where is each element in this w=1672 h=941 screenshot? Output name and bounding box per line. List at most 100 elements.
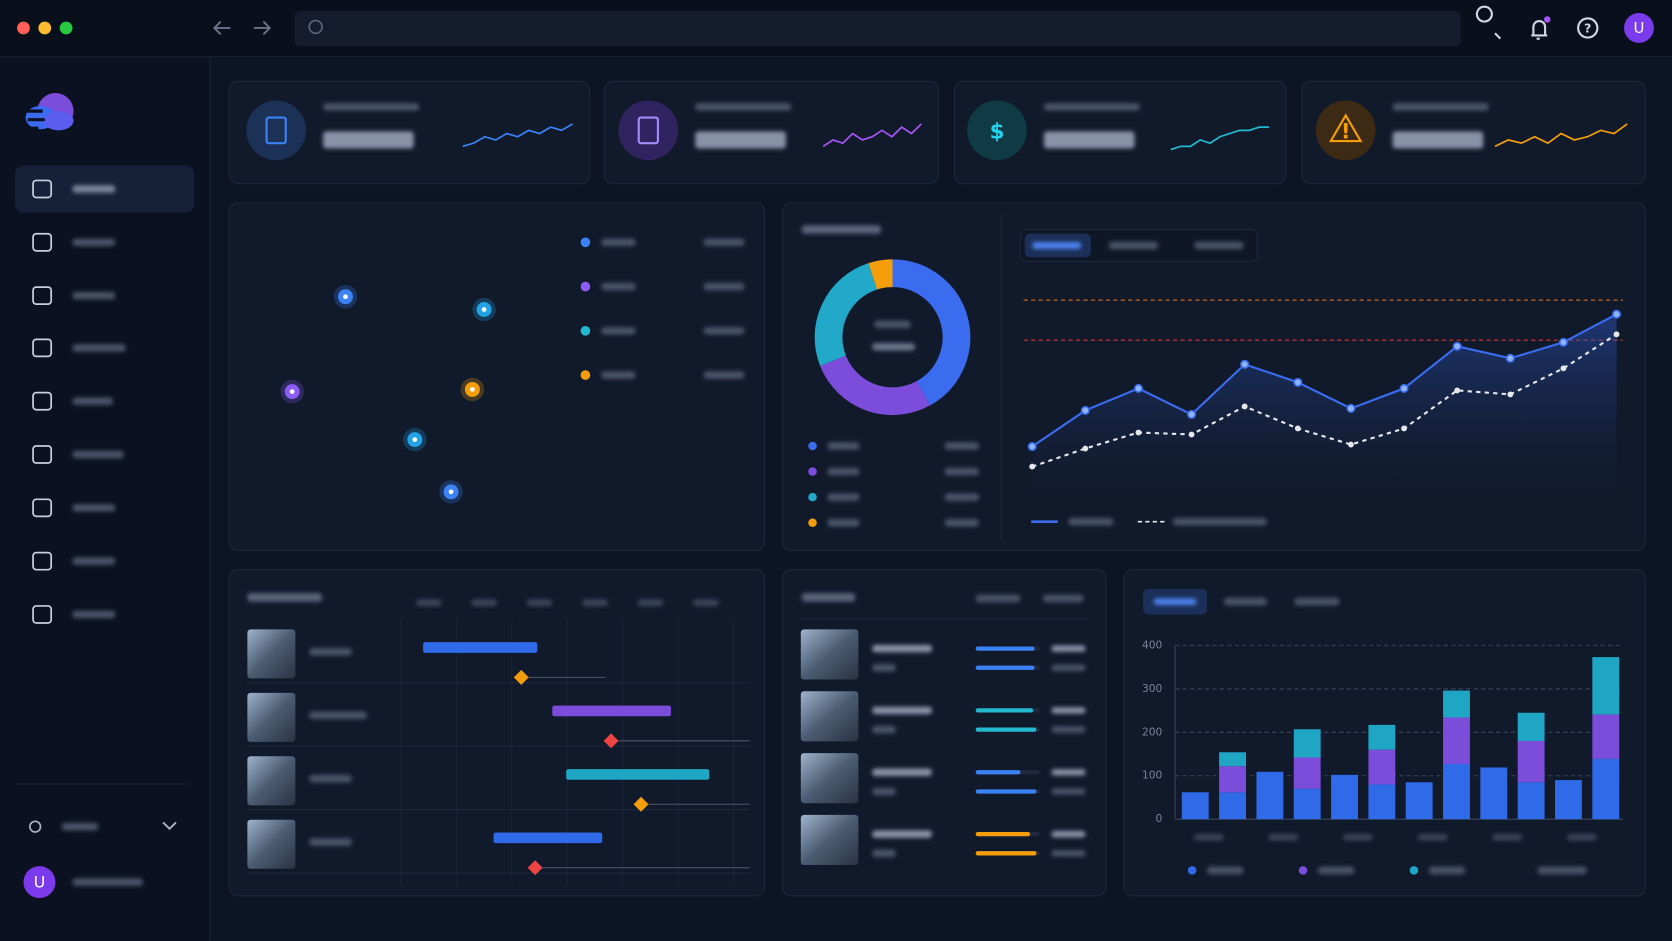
blurred-text [72,504,116,512]
kpi-icon [1328,113,1363,143]
blurred-text [1051,664,1086,671]
blurred-text [1317,866,1355,875]
blurred-text [309,648,352,656]
blurred-text [1042,594,1084,603]
blurred-text [1492,834,1523,841]
blurred-text [247,593,323,602]
panel [782,569,1107,897]
task-bar [423,642,538,653]
blurred-text [72,557,116,565]
blurred-text [801,225,881,234]
thumbnail [800,629,859,680]
notifications-button[interactable] [1531,19,1548,40]
thumbnail [247,692,296,742]
blurred-text [1224,597,1267,606]
progress-bar [975,770,1021,775]
nav-icon[interactable] [32,179,53,199]
legend-dot [808,467,817,476]
blurred-text [975,594,1021,603]
point [1080,405,1090,415]
legend-dot [808,441,817,451]
panel [228,569,766,897]
bar-segment [1517,712,1545,741]
forward-button[interactable] [253,20,272,36]
blurred-text [872,644,932,653]
point [1135,429,1142,436]
blurred-text [703,282,745,291]
nav-icon[interactable] [32,391,53,411]
user-avatar[interactable] [1624,13,1654,43]
search-button[interactable] [1475,5,1502,40]
bar-segment [1293,729,1321,758]
blurred-text [471,599,497,606]
bar-segment [1592,657,1620,715]
blurred-text [1051,645,1086,652]
nav-icon[interactable] [32,551,53,571]
bar-segment [1443,717,1470,765]
blurred-text [323,131,414,149]
window-zoom[interactable] [59,21,73,35]
nav-icon[interactable] [32,338,53,358]
bar-segment [1181,792,1209,820]
blurred-text [1032,242,1082,249]
nav-icon[interactable] [32,286,53,306]
search-bar[interactable] [294,10,1461,47]
legend-dot [808,492,817,502]
point [1293,377,1303,387]
blurred-text [72,397,114,405]
nav-icon[interactable] [32,445,53,464]
progress-bar [975,789,1037,794]
blurred-text [1043,131,1135,149]
nav-icon[interactable] [32,605,53,624]
bar-segment [1443,764,1470,820]
window-minimize[interactable] [38,21,52,35]
point [1133,383,1143,393]
back-button[interactable] [212,20,231,36]
blurred-text [1153,598,1197,605]
bar-segment [1293,757,1321,789]
progress-bar [975,708,1034,713]
user-avatar[interactable] [23,866,56,899]
chevron[interactable] [162,821,177,831]
blurred-text [1428,866,1466,875]
blurred-text [1043,103,1140,111]
donut-segment [891,259,971,406]
help-button[interactable] [1577,17,1599,39]
blurred-text [944,467,979,476]
nav-icon[interactable] [32,498,53,518]
blurred-text [695,131,786,149]
blurred-text [703,238,745,247]
panel [228,202,766,552]
blurred-text [72,291,116,300]
blurred-text [872,725,896,734]
blurred-text [827,442,860,450]
blurred-text [72,185,116,193]
y-tick-label: 100 [1142,769,1163,782]
bar-segment [1592,714,1620,759]
bar-segment [1331,774,1358,820]
window-close[interactable] [17,21,30,35]
point [1294,425,1301,432]
blurred-text [944,519,979,527]
blurred-text [827,493,860,501]
milestone [603,733,619,749]
theme-icon[interactable] [29,820,42,833]
blurred-text [703,327,745,335]
blurred-text [1268,834,1299,841]
map-pin-center [289,389,295,394]
bar-segment [1219,766,1247,793]
bar-segment [1555,780,1582,820]
map-pin-center [481,307,487,312]
blurred-text [72,238,116,247]
blurred-text [693,599,719,606]
bar-segment [1256,771,1284,820]
bar-segment [1219,792,1247,820]
point [1188,431,1195,438]
blurred-text [1294,597,1340,606]
milestone [527,860,543,876]
legend-dot [808,518,817,528]
blurred-text [323,103,420,111]
nav-icon[interactable] [32,232,53,252]
map-pin-center [470,387,475,392]
